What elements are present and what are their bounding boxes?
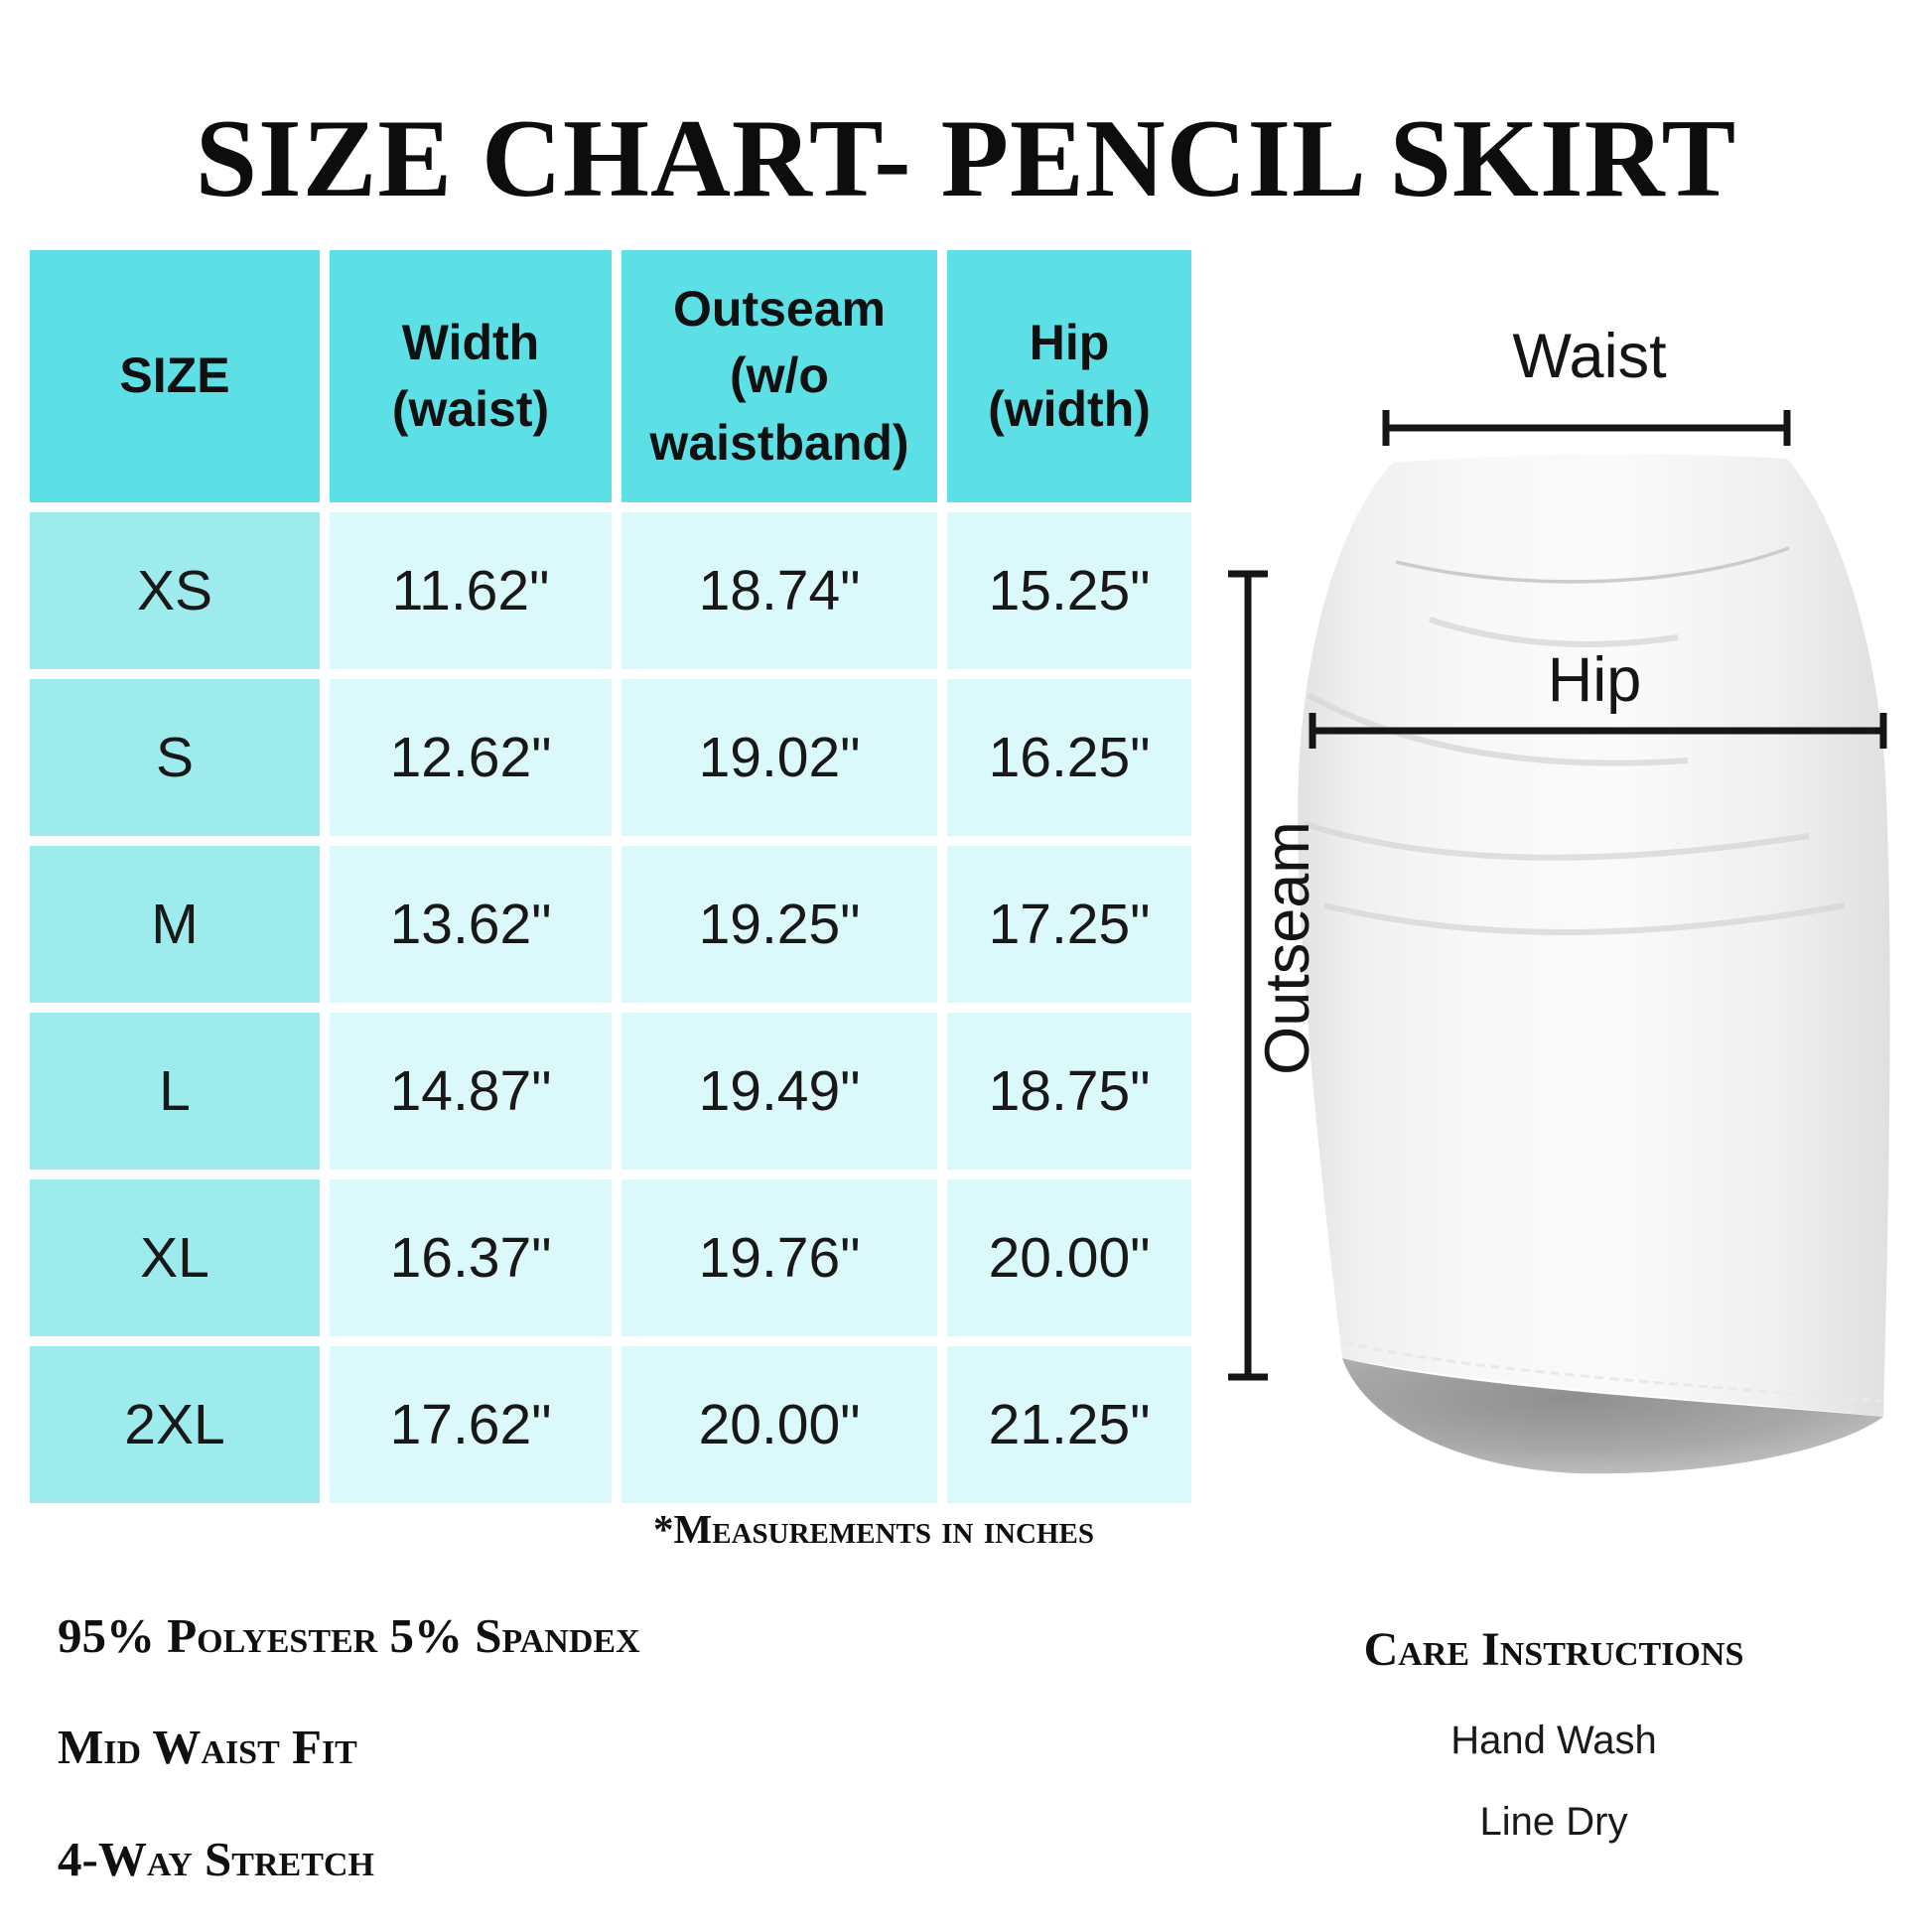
table-value: 21.25" — [947, 1346, 1191, 1503]
outseam-label: Outseam — [1253, 821, 1322, 1075]
hip-label: Hip — [1548, 645, 1642, 715]
table-value: 19.02" — [621, 679, 937, 836]
size-label-m: M — [30, 846, 320, 1003]
size-label-xl: XL — [30, 1179, 320, 1336]
skirt-hem-shadow — [1342, 1358, 1883, 1474]
measurement-table: SIZE Width (waist) Outseam (w/o waistban… — [30, 250, 1191, 1503]
table-value: 12.62" — [330, 679, 612, 836]
table-value: 20.00" — [621, 1346, 937, 1503]
table-value: 19.76" — [621, 1179, 937, 1336]
table-value: 19.25" — [621, 846, 937, 1003]
table-value: 17.25" — [947, 846, 1191, 1003]
table-value: 20.00" — [947, 1179, 1191, 1336]
waist-label: Waist — [1512, 322, 1667, 391]
skirt-illustration — [1298, 454, 1890, 1418]
size-label-l: L — [30, 1013, 320, 1170]
fabric-wrinkle — [1307, 692, 1689, 766]
fabric-wrinkle — [1304, 821, 1810, 861]
page-title: SIZE CHART- PENCIL SKIRT — [195, 97, 1737, 221]
care-item-line-dry: Line Dry — [1479, 1800, 1628, 1844]
column-header-outseam: Outseam (w/o waistband) — [621, 250, 937, 502]
fit-detail: Mid Waist Fit — [58, 1720, 357, 1775]
size-label-2xl: 2XL — [30, 1346, 320, 1503]
column-header-hip: Hip (width) — [947, 250, 1191, 502]
column-header-width: Width (waist) — [330, 250, 612, 502]
table-value: 14.87" — [330, 1013, 612, 1170]
skirt-diagram: Waist Hip Outseam — [1228, 322, 1890, 1474]
table-value: 19.49" — [621, 1013, 937, 1170]
measurements-footnote: *Measurements in inches — [653, 1506, 1094, 1552]
fabric-composition: 95% Polyester 5% Spandex — [58, 1608, 640, 1663]
waistband-seam — [1395, 546, 1790, 584]
care-instructions: Care Instructions Hand Wash Line Dry — [1176, 1622, 1931, 1881]
table-value: 18.75" — [947, 1013, 1191, 1170]
fabric-wrinkle — [1323, 902, 1846, 936]
hem-stitching — [1343, 1340, 1882, 1403]
table-value: 15.25" — [947, 512, 1191, 669]
fabric-details: 95% Polyester 5% Spandex Mid Waist Fit 4… — [58, 1608, 640, 1932]
column-header-size: SIZE — [30, 250, 320, 502]
table-value: 17.62" — [330, 1346, 612, 1503]
size-label-s: S — [30, 679, 320, 836]
fabric-wrinkle — [1429, 617, 1679, 647]
care-instructions-title: Care Instructions — [1363, 1623, 1744, 1676]
table-value: 11.62" — [330, 512, 612, 669]
table-value: 18.74" — [621, 512, 937, 669]
size-label-xs: XS — [30, 512, 320, 669]
stretch-detail: 4-Way Stretch — [58, 1831, 374, 1886]
table-value: 16.37" — [330, 1179, 612, 1336]
care-item-hand-wash: Hand Wash — [1450, 1719, 1657, 1762]
table-value: 16.25" — [947, 679, 1191, 836]
table-value: 13.62" — [330, 846, 612, 1003]
